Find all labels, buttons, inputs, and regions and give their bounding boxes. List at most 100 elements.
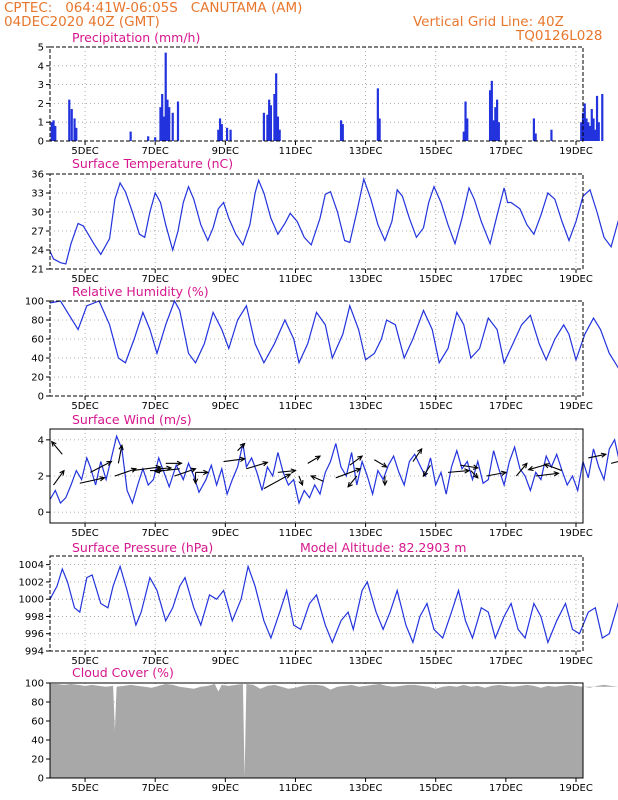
wind-vector <box>486 471 506 477</box>
pres-xtick-label: 5DEC <box>71 656 98 667</box>
temp-ytick-label: 24 <box>31 246 44 257</box>
precip-bar <box>75 127 78 141</box>
rh-ytick-label: 40 <box>31 354 44 365</box>
precip-bar <box>376 88 379 141</box>
wind-vector <box>335 468 361 479</box>
pres-xtick-label: 11DEC <box>279 656 313 667</box>
precip-frame <box>49 46 584 142</box>
wind-arrowhead <box>422 470 428 478</box>
temp-xtick-label: 11DEC <box>279 274 313 285</box>
wind-arrowhead <box>298 480 304 487</box>
precip-xtick-label: 15DEC <box>419 146 453 157</box>
pres-ytick-label: 994 <box>25 647 44 658</box>
precip-bar <box>580 122 583 141</box>
precip-xtick-label: 13DEC <box>349 146 383 157</box>
wind-xtick-label: 7DEC <box>142 528 169 539</box>
wind-arrowhead <box>600 452 608 458</box>
rh-xtick-label: 9DEC <box>212 401 239 412</box>
precip-bar <box>154 137 157 141</box>
wind-xtick-label: 17DEC <box>489 528 523 539</box>
cloud-xtick-label: 11DEC <box>279 783 313 794</box>
wind-vector <box>374 459 387 468</box>
wind-xtick-label: 19DEC <box>559 528 593 539</box>
wind-vector <box>347 475 358 488</box>
precip-bar <box>50 122 53 141</box>
precip-bar <box>534 133 537 141</box>
precip-bar <box>164 52 167 141</box>
wind-arrowhead <box>203 469 210 476</box>
precip-bar <box>70 109 73 141</box>
precip-bar <box>583 103 586 141</box>
precip-xtick-label: 19DEC <box>559 146 593 157</box>
wind-vector <box>51 441 63 455</box>
cloud-xtick-label: 17DEC <box>489 783 523 794</box>
rh-ytick-label: 0 <box>38 392 44 403</box>
wind-arrowhead <box>522 462 528 469</box>
wind-arrowhead <box>130 467 138 473</box>
temp-ytick-label: 27 <box>31 227 44 238</box>
wind-vector <box>53 470 65 486</box>
pres-ytick-label: 996 <box>25 629 44 640</box>
wind-arrowhead <box>472 464 480 470</box>
precip-bar <box>492 120 495 141</box>
wind-vector <box>515 462 528 477</box>
wind-arrowhead <box>153 468 161 474</box>
wind-arrowhead <box>239 456 246 463</box>
cloud-xtick-label: 9DEC <box>212 783 239 794</box>
temp-xtick-label: 19DEC <box>559 274 593 285</box>
precip-bar <box>585 118 588 141</box>
precip-ytick-label: 2 <box>38 99 44 110</box>
rh-xtick-label: 7DEC <box>142 401 169 412</box>
precip-bar <box>378 118 381 141</box>
wind-arrowhead <box>310 475 317 481</box>
precip-bar <box>162 116 166 141</box>
header-model-id: TQ0126L028 <box>516 28 603 44</box>
cloud-ytick-label: 20 <box>31 755 44 766</box>
wind-xtick-label: 9DEC <box>212 528 239 539</box>
temp-xtick-label: 9DEC <box>212 274 239 285</box>
temp-frame <box>49 173 584 270</box>
precip-bar <box>73 118 76 141</box>
wind-arrowhead <box>99 476 106 482</box>
wind-vector <box>237 443 246 452</box>
precip-bar <box>218 118 222 141</box>
wind-arrowhead <box>192 478 199 485</box>
precip-bar <box>220 124 223 141</box>
wind-title: Surface Wind (m/s) <box>72 412 192 427</box>
precip-bar <box>275 73 278 141</box>
precip-bar <box>225 127 229 141</box>
pres-ytick-label: 1002 <box>19 577 44 588</box>
wind-vector <box>307 455 321 464</box>
wind-arrowhead <box>239 442 246 449</box>
wind-arrowhead <box>347 481 353 488</box>
pres-xtick-label: 7DEC <box>142 656 169 667</box>
cloud-xtick-label: 13DEC <box>349 783 383 794</box>
precip-bar <box>266 114 269 141</box>
precip-bar <box>597 122 600 141</box>
wind-vector <box>470 470 479 479</box>
pres-xtick-label: 9DEC <box>212 656 239 667</box>
precip-bar <box>592 118 595 141</box>
wind-arrowhead <box>190 467 197 473</box>
wind-vector <box>349 455 363 466</box>
precip-xtick-label: 17DEC <box>489 146 523 157</box>
precip-bar <box>166 99 169 141</box>
precip-bar <box>171 112 174 141</box>
rh-ytick-label: 80 <box>31 316 44 327</box>
temp-ytick-label: 30 <box>31 208 44 219</box>
wind-arrowhead <box>553 471 560 477</box>
wind-vector <box>422 464 431 477</box>
wind-vector <box>544 463 563 472</box>
wind-xtick-label: 5DEC <box>71 528 98 539</box>
pres-title: Surface Pressure (hPa) <box>72 540 214 555</box>
rh-xtick-label: 17DEC <box>489 401 523 412</box>
temp-xtick-label: 5DEC <box>71 274 98 285</box>
wind-vector <box>132 466 161 472</box>
precip-bar <box>497 122 500 141</box>
precip-bar <box>54 125 57 141</box>
wind-arrowhead <box>262 461 269 467</box>
rh-xtick-label: 15DEC <box>419 401 453 412</box>
precip-bar <box>464 101 467 141</box>
rh-ytick-label: 20 <box>31 373 44 384</box>
